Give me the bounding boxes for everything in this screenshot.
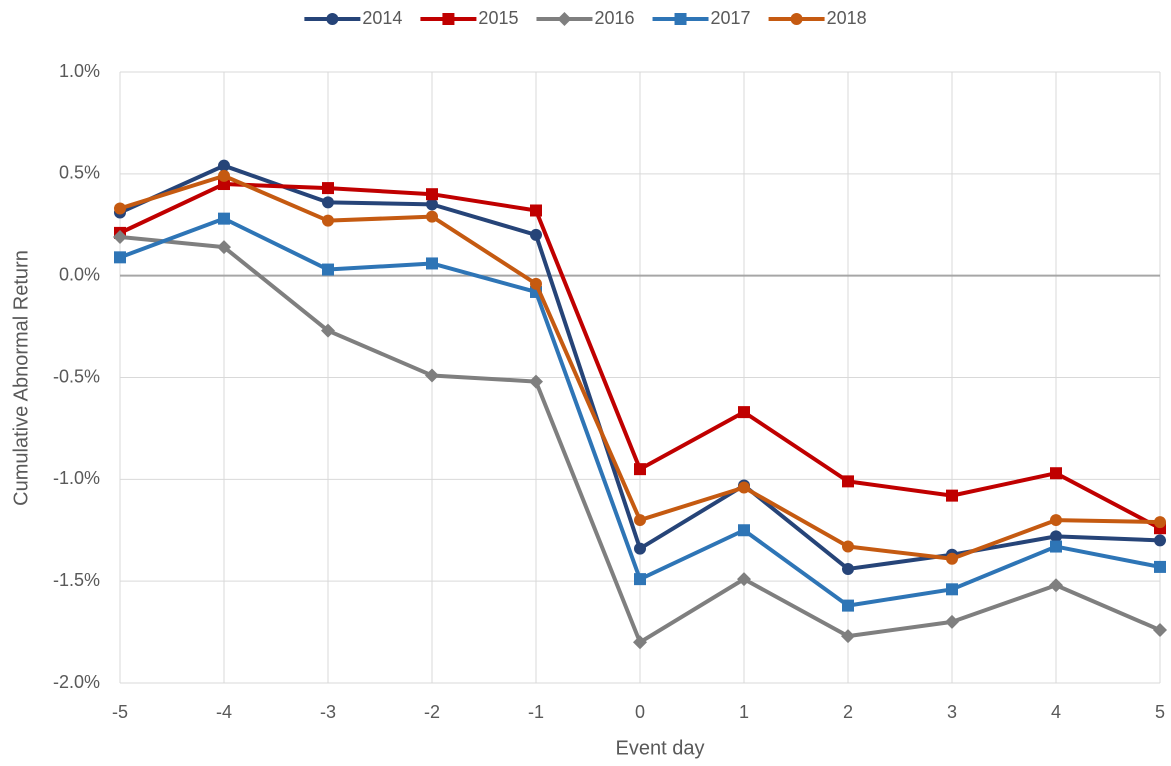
marker: [1050, 467, 1062, 480]
marker: [114, 251, 126, 264]
marker: [634, 463, 646, 476]
marker: [1154, 560, 1166, 573]
marker: [426, 188, 438, 201]
legend-label: 2016: [594, 8, 634, 28]
marker: [218, 169, 230, 182]
y-tick-label: -1.0%: [53, 468, 100, 488]
marker: [633, 635, 647, 650]
y-tick-label: 0.5%: [59, 163, 100, 183]
marker: [322, 196, 334, 209]
marker: [842, 475, 854, 488]
y-tick-label: -2.0%: [53, 672, 100, 692]
marker: [426, 198, 438, 211]
marker: [425, 368, 439, 383]
marker: [557, 12, 572, 26]
marker: [842, 562, 854, 575]
marker: [945, 614, 959, 629]
grid: [119, 71, 1161, 684]
marker: [946, 552, 958, 565]
marker: [442, 13, 455, 25]
y-axis-title: Cumulative Abnormal Return: [10, 250, 32, 506]
x-tick-label: -4: [216, 702, 232, 722]
x-tick-label: -3: [320, 702, 336, 722]
marker: [218, 159, 230, 172]
series: [113, 229, 1167, 650]
marker: [1154, 534, 1166, 547]
x-tick-label: -5: [112, 702, 128, 722]
y-tick-label: -1.5%: [53, 570, 100, 590]
marker: [1154, 516, 1166, 529]
marker: [426, 257, 438, 270]
marker: [1153, 623, 1167, 638]
marker: [634, 542, 646, 555]
marker: [738, 524, 750, 537]
x-axis-title: Event day: [616, 737, 705, 759]
marker: [530, 204, 542, 217]
marker: [217, 240, 231, 255]
series: [114, 169, 1166, 565]
marker: [218, 212, 230, 225]
marker: [530, 228, 542, 241]
marker: [842, 540, 854, 553]
marker: [1050, 514, 1062, 527]
legend-label: 2018: [827, 8, 867, 28]
legend-label: 2015: [478, 8, 518, 28]
y-tick-label: -0.5%: [53, 366, 100, 386]
marker: [790, 13, 803, 25]
legend-label: 2014: [362, 8, 402, 28]
marker: [322, 182, 334, 195]
y-tick-label: 0.0%: [59, 264, 100, 284]
marker: [841, 629, 855, 644]
x-tick-label: 3: [947, 702, 957, 722]
x-tick-label: 2: [843, 702, 853, 722]
marker: [946, 489, 958, 502]
marker: [1050, 540, 1062, 553]
marker: [738, 406, 750, 419]
legend: 2014 2015 2016 2017 2018: [304, 8, 867, 28]
marker: [326, 13, 339, 25]
marker: [322, 263, 334, 276]
marker: [321, 323, 335, 338]
marker: [1050, 530, 1062, 543]
x-tick-label: -1: [528, 702, 544, 722]
marker: [1049, 578, 1063, 593]
marker: [530, 277, 542, 290]
marker: [674, 13, 687, 25]
legend-label: 2017: [711, 8, 751, 28]
marker: [322, 214, 334, 227]
marker: [634, 514, 646, 527]
marker: [426, 210, 438, 223]
x-tick-label: 0: [635, 702, 645, 722]
x-tick-label: 4: [1051, 702, 1061, 722]
marker: [634, 573, 646, 586]
x-tick-label: -2: [424, 702, 440, 722]
x-tick-label: 5: [1155, 702, 1165, 722]
y-tick-label: 1.0%: [59, 61, 100, 81]
marker: [737, 572, 751, 587]
marker: [738, 481, 750, 494]
marker: [113, 229, 127, 244]
marker: [529, 374, 543, 389]
marker: [114, 202, 126, 215]
marker: [842, 599, 854, 612]
x-tick-label: 1: [739, 702, 749, 722]
marker: [946, 583, 958, 596]
